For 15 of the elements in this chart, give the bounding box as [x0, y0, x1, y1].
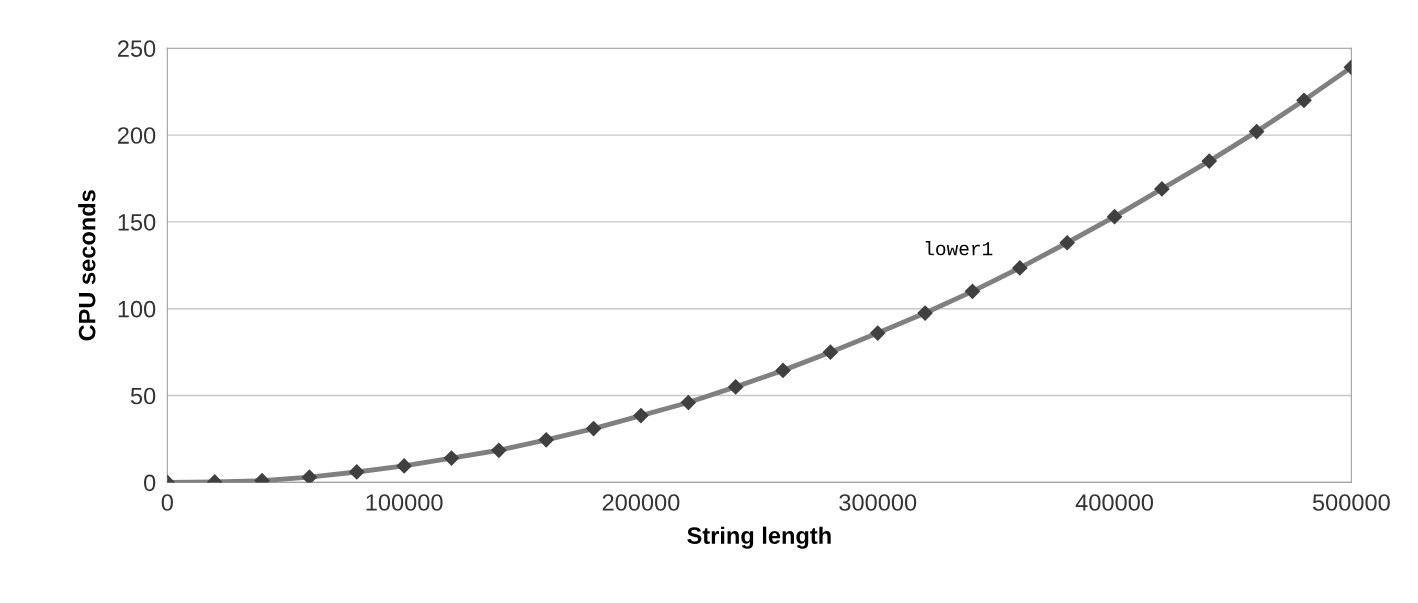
x-tick-label: 100000 [366, 494, 443, 511]
y-tick-label: 50 [130, 387, 156, 405]
y-tick-label: 150 [118, 213, 156, 231]
x-tick-label: 0 [161, 494, 173, 511]
annotation: lower1 [925, 241, 993, 256]
x-tick-label: 300000 [839, 494, 917, 511]
y-tick-label: 100 [118, 300, 156, 318]
y-tick-label: 0 [144, 474, 156, 492]
x-tick-label: 500000 [1312, 494, 1390, 511]
y-tick-label: 200 [118, 127, 156, 144]
y-tick-label: 250 [118, 40, 156, 58]
x-tick-label: 400000 [1075, 494, 1154, 511]
x-tick-label: 200000 [602, 494, 680, 511]
y-axis-title: CPU seconds [78, 190, 96, 341]
x-axis-title: String length [687, 526, 831, 549]
